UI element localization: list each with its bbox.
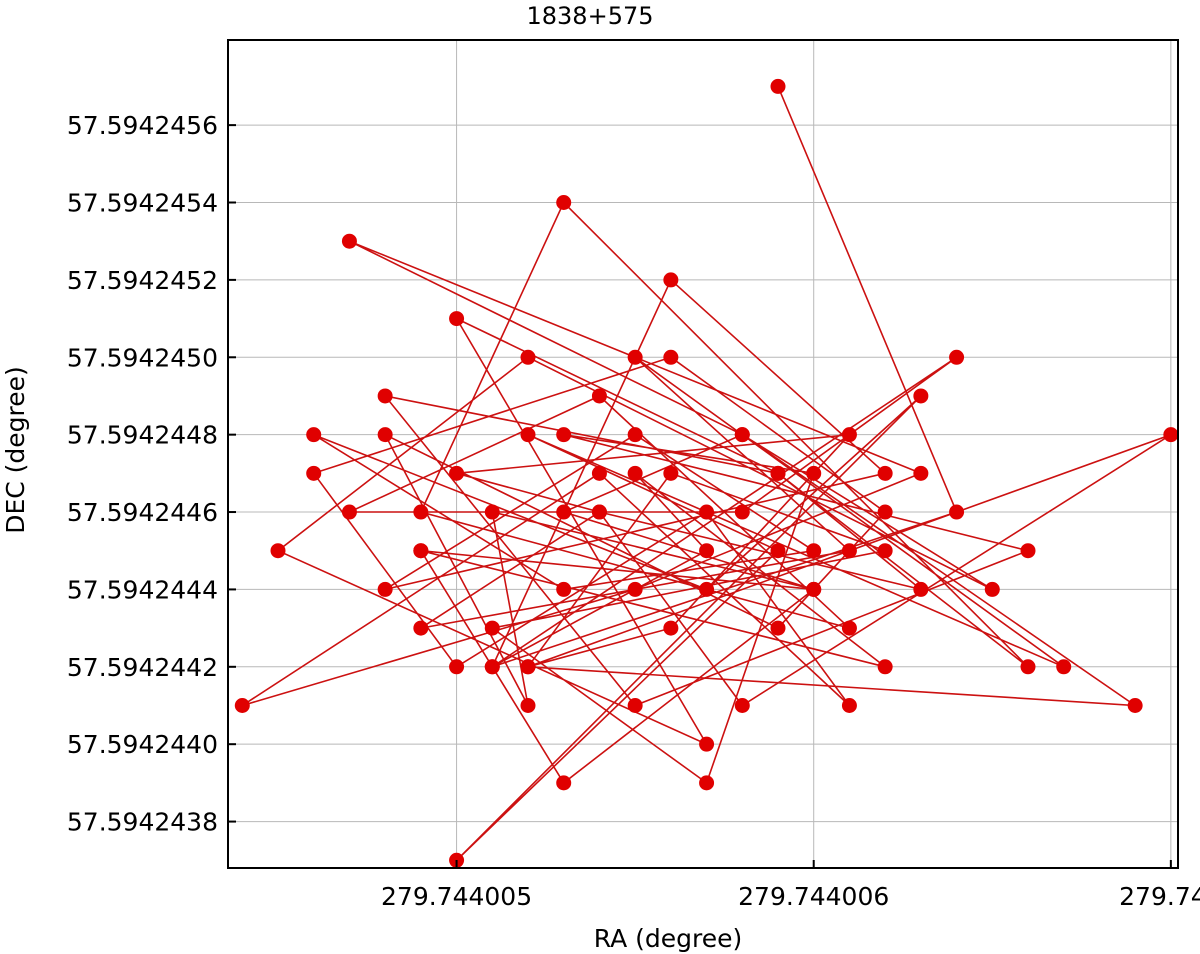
data-point: [877, 465, 893, 481]
y-tick-label: 57.5942442: [67, 653, 218, 682]
data-point: [377, 388, 393, 404]
data-point: [520, 427, 536, 443]
data-point: [484, 620, 500, 636]
data-points: [234, 78, 1179, 868]
data-point: [734, 504, 750, 520]
data-point: [556, 504, 572, 520]
data-point: [877, 504, 893, 520]
data-point: [306, 427, 322, 443]
x-tick-label: 279.744005: [381, 882, 532, 911]
y-tick-label: 57.5942440: [67, 730, 218, 759]
data-point: [699, 504, 715, 520]
y-tick-label: 57.5942446: [67, 498, 218, 527]
data-point: [770, 78, 786, 94]
y-tick-label: 57.5942444: [67, 575, 218, 604]
data-point: [949, 349, 965, 365]
data-point: [877, 659, 893, 675]
data-point: [806, 581, 822, 597]
data-point: [556, 581, 572, 597]
plot-frame: [227, 39, 1179, 869]
data-point: [556, 775, 572, 791]
data-point: [949, 504, 965, 520]
data-point: [449, 311, 465, 327]
data-point: [1163, 427, 1179, 443]
data-point: [913, 581, 929, 597]
data-point: [234, 697, 250, 713]
data-point: [770, 543, 786, 559]
data-point: [663, 620, 679, 636]
data-point: [1056, 659, 1072, 675]
data-point: [841, 427, 857, 443]
data-point: [413, 620, 429, 636]
data-point: [413, 543, 429, 559]
data-point: [591, 504, 607, 520]
data-point: [699, 543, 715, 559]
data-point: [520, 349, 536, 365]
data-point: [341, 233, 357, 249]
data-point: [699, 736, 715, 752]
y-tick-label: 57.5942448: [67, 421, 218, 450]
data-point: [877, 543, 893, 559]
data-point: [699, 581, 715, 597]
data-point: [591, 388, 607, 404]
data-point: [913, 388, 929, 404]
axis-ticks: 57.5942438 57.5942440 57.5942442 57.5942444…: [67, 111, 1200, 911]
data-point: [306, 465, 322, 481]
data-point: [449, 465, 465, 481]
data-point: [734, 697, 750, 713]
data-point: [341, 504, 357, 520]
data-point: [663, 272, 679, 288]
data-point: [806, 543, 822, 559]
chart-title: 1838+575: [527, 2, 654, 30]
data-point: [449, 659, 465, 675]
data-point: [913, 465, 929, 481]
data-point: [627, 465, 643, 481]
x-tick-label: 279.744006: [738, 882, 889, 911]
y-tick-label: 57.5942450: [67, 343, 218, 372]
data-point: [1127, 697, 1143, 713]
data-point: [627, 697, 643, 713]
data-point: [520, 697, 536, 713]
data-point: [841, 620, 857, 636]
data-point: [520, 659, 536, 675]
data-point: [556, 427, 572, 443]
data-point: [627, 427, 643, 443]
data-point: [770, 620, 786, 636]
data-point: [377, 581, 393, 597]
y-tick-label: 57.5942456: [67, 111, 218, 140]
data-point: [627, 349, 643, 365]
data-point: [484, 504, 500, 520]
data-point: [663, 349, 679, 365]
data-point: [270, 543, 286, 559]
x-tick-label: 279.744: [1119, 882, 1200, 911]
data-point: [841, 543, 857, 559]
y-tick-label: 57.5942452: [67, 266, 218, 295]
data-point: [377, 427, 393, 443]
data-point: [663, 465, 679, 481]
data-point: [806, 465, 822, 481]
y-axis-label: DEC (degree): [1, 366, 30, 534]
x-axis-label: RA (degree): [594, 924, 743, 953]
data-point: [413, 504, 429, 520]
y-tick-label: 57.5942454: [67, 189, 218, 218]
data-point: [556, 195, 572, 211]
y-tick-label: 57.5942438: [67, 808, 218, 837]
data-point: [484, 659, 500, 675]
data-point: [627, 581, 643, 597]
data-point: [1020, 543, 1036, 559]
data-point: [770, 465, 786, 481]
data-point: [841, 697, 857, 713]
data-point: [1020, 659, 1036, 675]
data-point: [984, 581, 1000, 597]
data-point: [591, 465, 607, 481]
data-point: [734, 427, 750, 443]
data-point: [699, 775, 715, 791]
